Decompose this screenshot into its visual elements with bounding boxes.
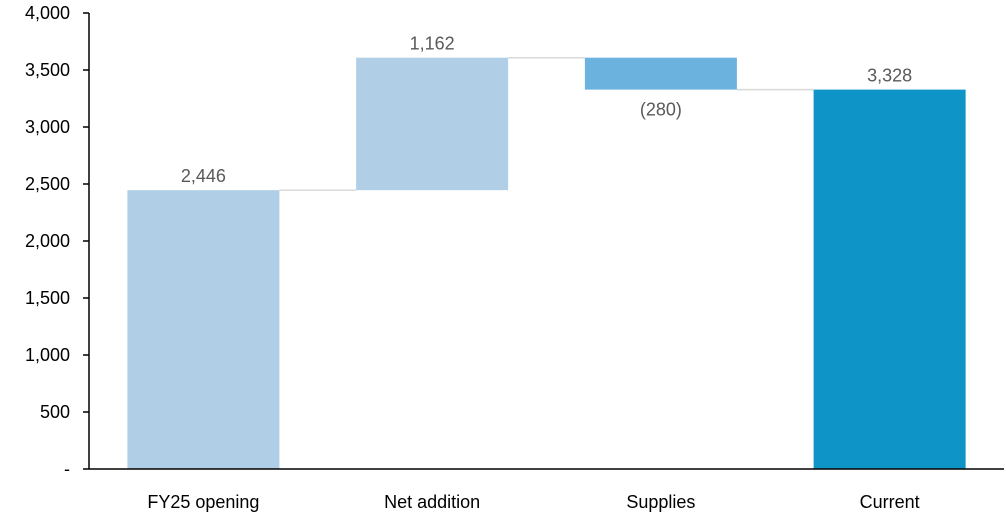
data-label: 1,162: [410, 34, 455, 54]
y-tick-label: 2,500: [25, 174, 70, 194]
y-tick-label: 2,000: [25, 231, 70, 251]
bar-supplies: [584, 57, 737, 90]
y-tick-label: 3,500: [25, 60, 70, 80]
bar-net-addition: [356, 57, 509, 191]
y-tick-label: 1,500: [25, 288, 70, 308]
x-category-label: Net addition: [384, 492, 480, 512]
data-label: 2,446: [181, 166, 226, 186]
data-label: (280): [640, 100, 682, 120]
data-labels: 2,446 1,162 (280) 3,328: [181, 34, 912, 186]
y-tick-label: -: [64, 459, 70, 479]
y-tick-label: 4,000: [25, 3, 70, 23]
x-category-label: FY25 opening: [147, 492, 259, 512]
bar-fy25-opening: [127, 190, 280, 469]
y-tick-label: 3,000: [25, 117, 70, 137]
y-tick-label: 1,000: [25, 345, 70, 365]
y-axis-ticks: - 500 1,000 1,500 2,000 2,500 3,000 3,500 4,000: [25, 3, 89, 479]
y-tick-label: 500: [40, 402, 70, 422]
x-axis-labels: FY25 opening Net addition Supplies Current: [147, 492, 919, 512]
bars: [127, 57, 966, 469]
x-category-label: Current: [860, 492, 920, 512]
x-category-label: Supplies: [626, 492, 695, 512]
bar-current: [813, 89, 966, 469]
data-label: 3,328: [867, 66, 912, 86]
connector-lines: [279, 56, 814, 191]
